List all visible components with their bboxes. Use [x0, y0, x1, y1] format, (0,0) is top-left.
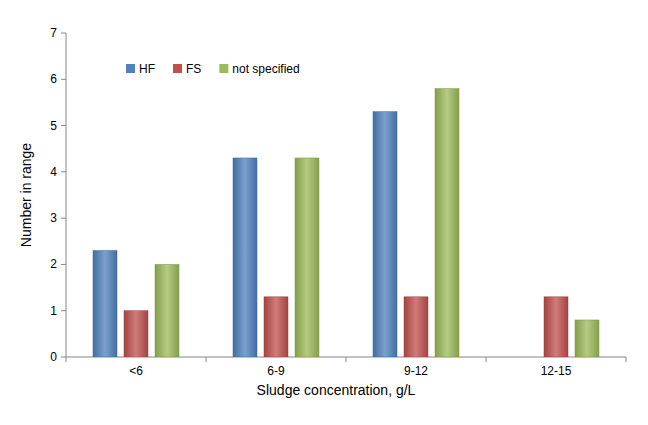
y-tick — [61, 79, 66, 80]
bar — [124, 311, 148, 357]
bar — [435, 89, 459, 357]
bar — [404, 297, 428, 357]
y-tick-label: 4 — [50, 165, 57, 179]
y-axis-title: Number in range — [18, 143, 34, 247]
y-tick-label: 7 — [50, 26, 57, 40]
y-tick — [61, 357, 66, 358]
y-tick — [61, 33, 66, 34]
bar — [264, 297, 288, 357]
legend-label: FS — [186, 62, 201, 76]
legend-swatch — [219, 64, 228, 73]
legend-swatch — [126, 64, 135, 73]
y-tick — [61, 218, 66, 219]
x-axis-title: Sludge concentration, g/L — [257, 382, 416, 398]
x-tick-label: <6 — [129, 364, 143, 378]
x-tick — [66, 357, 67, 362]
y-tick — [61, 310, 66, 311]
y-tick-label: 5 — [50, 119, 57, 133]
y-tick-label: 2 — [50, 257, 57, 271]
x-tick — [346, 357, 347, 362]
legend: HF FS not specified — [126, 62, 300, 76]
bar — [155, 264, 179, 357]
legend-label: HF — [139, 62, 155, 76]
bars — [93, 89, 599, 357]
x-tick-label: 9-12 — [404, 364, 428, 378]
x-tick — [206, 357, 207, 362]
y-tick-label: 3 — [50, 211, 57, 225]
legend-swatch — [173, 64, 182, 73]
x-tick-label: 12-15 — [541, 364, 572, 378]
y-axis-line — [66, 33, 67, 357]
bar — [295, 158, 319, 357]
legend-label: not specified — [232, 62, 299, 76]
bar — [93, 251, 117, 357]
y-tick — [61, 264, 66, 265]
y-tick-label: 6 — [50, 72, 57, 86]
bar — [373, 112, 397, 357]
y-tick — [61, 125, 66, 126]
x-tick — [486, 357, 487, 362]
x-tick-label: 6-9 — [267, 364, 285, 378]
x-tick — [626, 357, 627, 362]
y-tick-label: 1 — [50, 304, 57, 318]
bar — [513, 357, 537, 358]
chart-svg: 0 1 2 3 4 5 6 7 <6 6-9 9-12 12-15 Sludge concentrati… — [0, 0, 648, 425]
chart-root: 0 1 2 3 4 5 6 7 <6 6-9 9-12 12-15 Sludge concentrati… — [0, 0, 648, 425]
bar — [233, 158, 257, 357]
y-tick — [61, 171, 66, 172]
bar — [544, 297, 568, 357]
y-tick-label: 0 — [50, 350, 57, 364]
bar — [575, 320, 599, 357]
